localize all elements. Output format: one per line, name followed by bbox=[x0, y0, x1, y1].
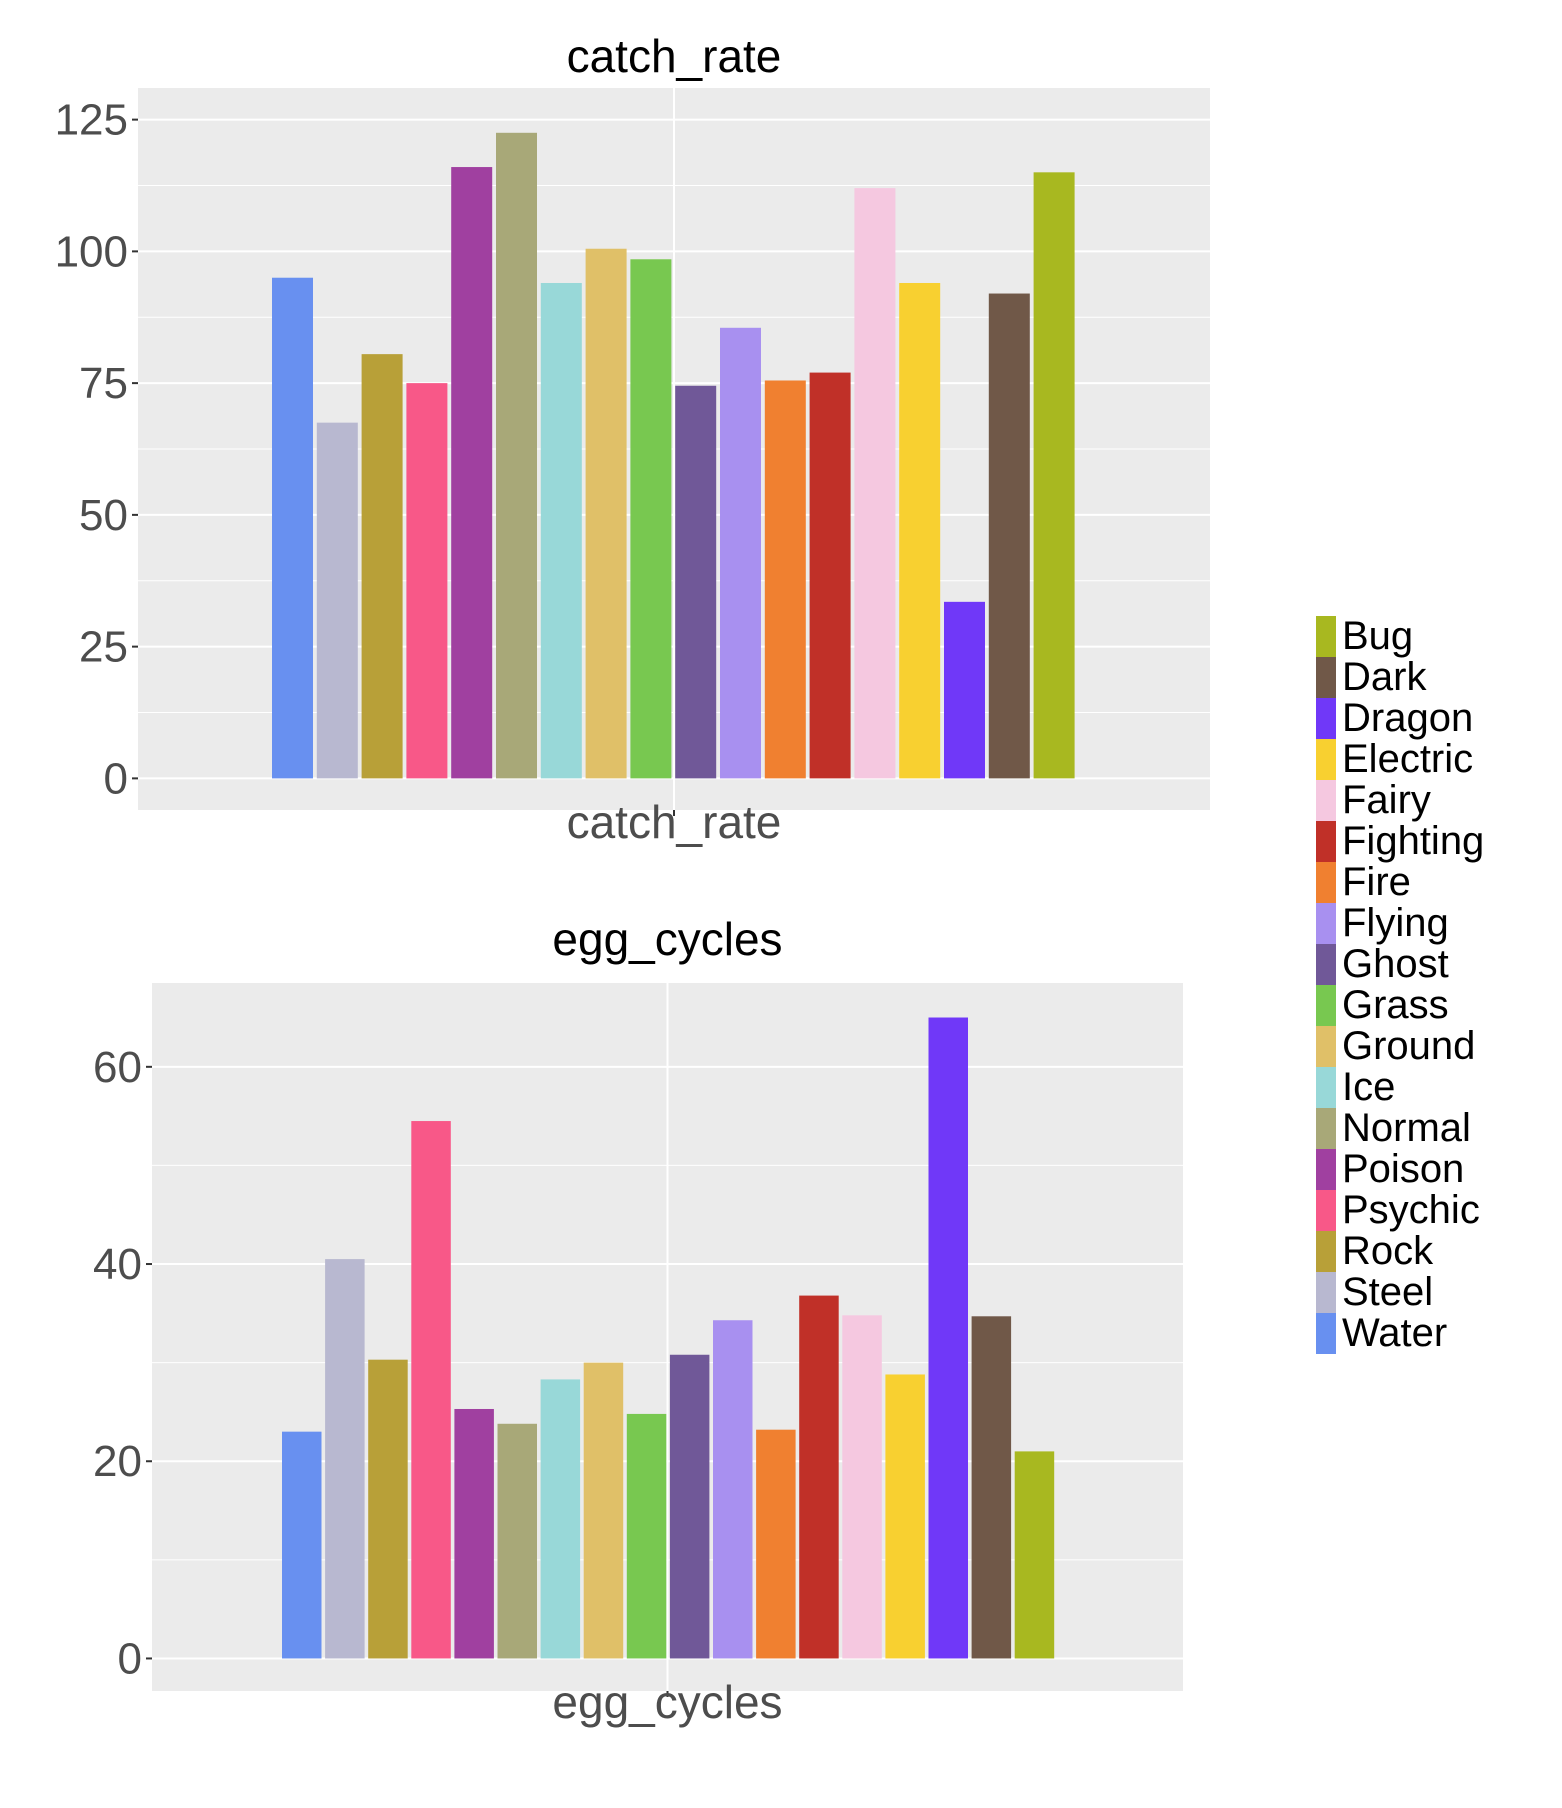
bar-steel bbox=[316, 422, 358, 779]
bar-poison bbox=[454, 1408, 494, 1659]
legend-label: Poison bbox=[1342, 1147, 1464, 1191]
bar-fire bbox=[764, 380, 806, 779]
legend-label: Steel bbox=[1342, 1270, 1433, 1314]
legend-label: Water bbox=[1342, 1311, 1447, 1355]
bar-rock bbox=[361, 354, 403, 779]
legend-key-fairy bbox=[1316, 780, 1336, 821]
bar-fire bbox=[756, 1429, 796, 1659]
legend-key-dragon bbox=[1316, 698, 1336, 739]
y-tick-label: 50 bbox=[79, 491, 128, 540]
bar-ground bbox=[585, 248, 627, 779]
legend-key-ice bbox=[1316, 1067, 1336, 1108]
bar-dark bbox=[971, 1316, 1012, 1659]
x-axis-label: egg_cycles bbox=[552, 1676, 782, 1728]
legend-label: Electric bbox=[1342, 737, 1473, 781]
bar-ghost bbox=[669, 1354, 710, 1659]
legend-key-normal bbox=[1316, 1108, 1336, 1149]
legend-key-fire bbox=[1316, 862, 1336, 903]
legend-label: Rock bbox=[1342, 1229, 1434, 1273]
y-tick-label: 20 bbox=[93, 1437, 142, 1486]
legend-label: Ground bbox=[1342, 1024, 1475, 1068]
legend-label: Psychic bbox=[1342, 1188, 1480, 1232]
bar-ghost bbox=[675, 385, 717, 779]
legend-key-ground bbox=[1316, 1026, 1336, 1067]
legend-label: Ice bbox=[1342, 1065, 1395, 1109]
bar-fighting bbox=[799, 1295, 839, 1659]
bar-ice bbox=[540, 282, 582, 779]
legend-label: Dragon bbox=[1342, 696, 1473, 740]
legend-key-psychic bbox=[1316, 1190, 1336, 1231]
bar-grass bbox=[626, 1413, 667, 1659]
bar-psychic bbox=[411, 1121, 451, 1659]
legend-key-grass bbox=[1316, 985, 1336, 1026]
bar-dark bbox=[988, 293, 1030, 779]
legend-key-rock bbox=[1316, 1231, 1336, 1272]
bar-normal bbox=[497, 1423, 537, 1659]
bar-grass bbox=[630, 259, 672, 779]
legend-label: Fighting bbox=[1342, 819, 1484, 863]
bar-electric bbox=[899, 282, 941, 779]
y-tick-label: 25 bbox=[79, 623, 128, 672]
chart-title: egg_cycles bbox=[552, 913, 782, 965]
bar-flying bbox=[713, 1320, 753, 1659]
bar-flying bbox=[720, 327, 761, 779]
legend-key-dark bbox=[1316, 657, 1336, 698]
bar-bug bbox=[1033, 172, 1075, 779]
legend-key-fighting bbox=[1316, 821, 1336, 862]
bar-ice bbox=[540, 1379, 581, 1659]
bar-normal bbox=[496, 132, 537, 779]
y-tick-label: 100 bbox=[55, 227, 128, 276]
legend-key-electric bbox=[1316, 739, 1336, 780]
x-axis-label: catch_rate bbox=[567, 796, 782, 848]
bar-dragon bbox=[944, 601, 985, 779]
legend-label: Ghost bbox=[1342, 942, 1449, 986]
bar-fairy bbox=[842, 1315, 882, 1659]
bar-water bbox=[282, 1431, 322, 1659]
y-tick-label: 40 bbox=[93, 1240, 142, 1289]
y-tick-label: 75 bbox=[79, 359, 128, 408]
legend-key-poison bbox=[1316, 1149, 1336, 1190]
y-tick-label: 0 bbox=[118, 1634, 142, 1683]
bar-fighting bbox=[809, 372, 851, 779]
bar-electric bbox=[885, 1374, 925, 1659]
legend-key-water bbox=[1316, 1313, 1336, 1354]
legend-label: Fire bbox=[1342, 860, 1411, 904]
bar-bug bbox=[1014, 1451, 1055, 1659]
legend-key-ghost bbox=[1316, 944, 1336, 985]
egg-cycles-chart: 0 20 40 60 egg_cycles egg_cycles bbox=[93, 913, 1183, 1728]
bar-water bbox=[272, 277, 313, 779]
legend-label: Flying bbox=[1342, 901, 1449, 945]
legend-label: Grass bbox=[1342, 983, 1449, 1027]
legend-label: Normal bbox=[1342, 1106, 1471, 1150]
legend-label: Bug bbox=[1342, 614, 1413, 658]
bar-rock bbox=[368, 1359, 408, 1659]
legend-label: Dark bbox=[1342, 655, 1427, 699]
y-tick-label: 0 bbox=[104, 754, 128, 803]
legend-label: Fairy bbox=[1342, 778, 1431, 822]
catch-rate-chart: 0 25 50 75 100 125 catch_rate catch_rate bbox=[55, 30, 1210, 848]
bar-psychic bbox=[406, 383, 448, 779]
bar-fairy bbox=[854, 188, 896, 779]
type-legend: BugDarkDragonElectricFairyFightingFireFl… bbox=[1316, 614, 1484, 1355]
bar-steel bbox=[325, 1259, 365, 1659]
legend-key-flying bbox=[1316, 903, 1336, 944]
y-tick-label: 60 bbox=[93, 1043, 142, 1092]
legend-key-steel bbox=[1316, 1272, 1336, 1313]
bar-poison bbox=[451, 167, 493, 779]
y-tick-label: 125 bbox=[55, 96, 128, 145]
legend-key-bug bbox=[1316, 616, 1336, 657]
bar-dragon bbox=[928, 1017, 968, 1659]
chart-title: catch_rate bbox=[567, 30, 782, 82]
bar-ground bbox=[583, 1362, 624, 1659]
